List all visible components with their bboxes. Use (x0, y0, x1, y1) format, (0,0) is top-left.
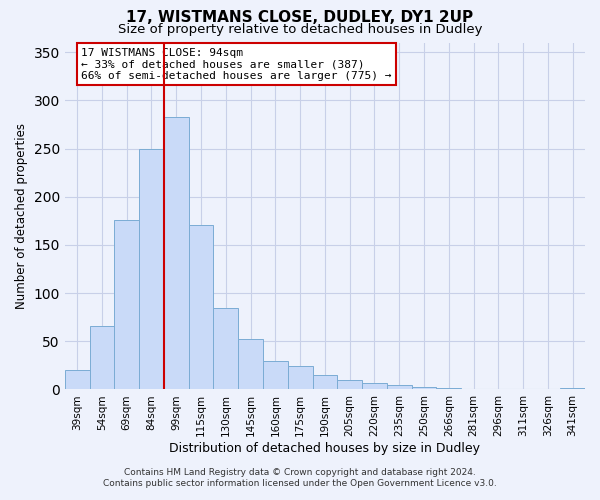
Text: Contains HM Land Registry data © Crown copyright and database right 2024.
Contai: Contains HM Land Registry data © Crown c… (103, 468, 497, 487)
Bar (115, 220, 139, 390)
Text: Size of property relative to detached houses in Dudley: Size of property relative to detached ho… (118, 22, 482, 36)
Bar (65, 370, 89, 390)
Bar (436, 388, 461, 390)
X-axis label: Distribution of detached houses by size in Dudley: Distribution of detached houses by size … (169, 442, 481, 455)
Bar (214, 308, 238, 390)
Text: 17, WISTMANS CLOSE, DUDLEY, DY1 2UP: 17, WISTMANS CLOSE, DUDLEY, DY1 2UP (127, 10, 473, 25)
Bar (139, 148, 164, 390)
Bar (89, 326, 115, 390)
Bar (387, 384, 412, 390)
Bar (412, 386, 436, 390)
Text: 17 WISTMANS CLOSE: 94sqm
← 33% of detached houses are smaller (387)
66% of semi-: 17 WISTMANS CLOSE: 94sqm ← 33% of detach… (81, 48, 392, 81)
Bar (337, 380, 362, 390)
Bar (560, 388, 585, 390)
Y-axis label: Number of detached properties: Number of detached properties (15, 123, 28, 309)
Bar (238, 340, 263, 390)
Bar (188, 224, 214, 390)
Bar (164, 116, 188, 390)
Bar (362, 382, 387, 390)
Bar (313, 375, 337, 390)
Bar (263, 360, 288, 390)
Bar (288, 366, 313, 390)
